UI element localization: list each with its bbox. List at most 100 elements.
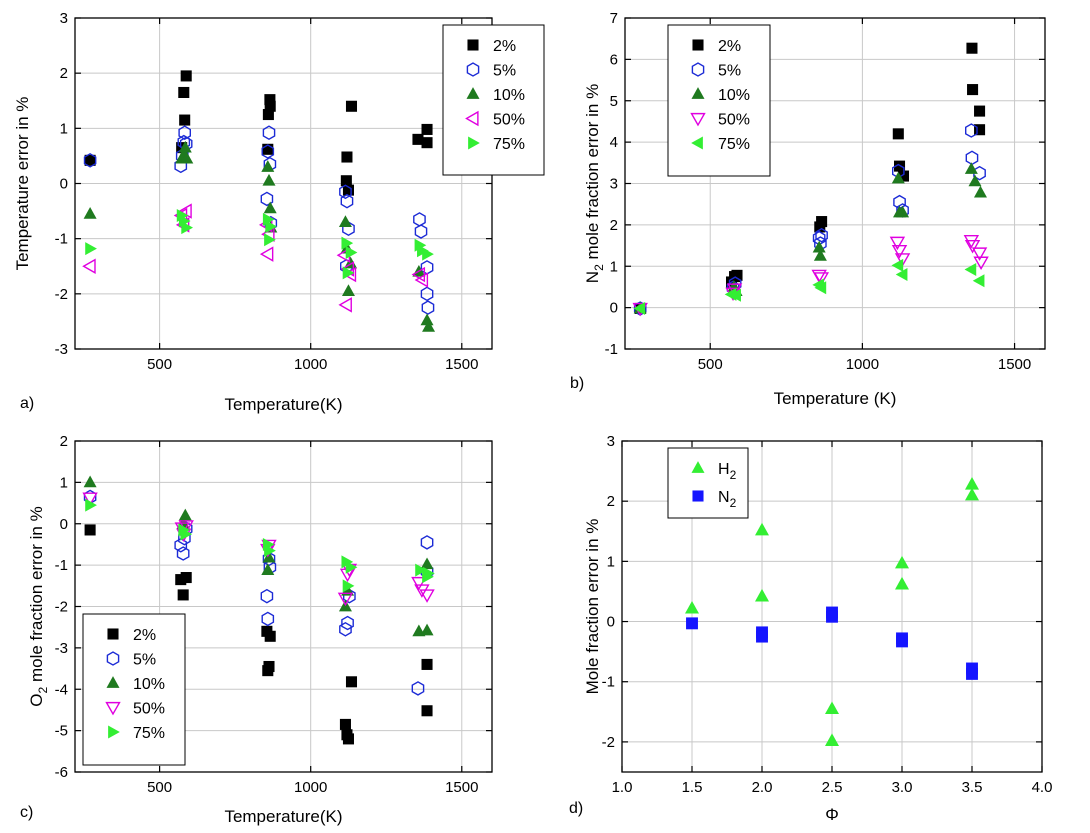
data-point: [894, 253, 911, 267]
data-point: [342, 184, 354, 196]
data-point: [825, 701, 839, 715]
data-point: [83, 152, 97, 168]
data-point: [897, 170, 910, 182]
data-point: [177, 589, 189, 601]
data-point: [337, 592, 354, 607]
data-point: [973, 256, 989, 271]
data-point: [180, 572, 192, 584]
chart-panel-b: 500 1000 1500 -1 0 1 2 3 4 5 6 7 Temperature (K) N2 m…: [570, 10, 1046, 408]
data-point: [338, 297, 352, 313]
data-point: [893, 160, 906, 172]
legend-marker: [466, 62, 480, 77]
data-point: [339, 621, 352, 637]
chart-panel-c: 500 1000 1500 -6 -5 -4 -3 -2 -1 0 1 2 Temperature(K)…: [20, 433, 493, 826]
data-point: [974, 105, 986, 117]
series-0: [84, 524, 433, 745]
y-tick-label: 2: [60, 65, 68, 82]
data-point: [340, 175, 352, 187]
data-point: [895, 576, 909, 590]
x-tick-label: 3.5: [962, 779, 983, 796]
data-point: [967, 84, 979, 96]
data-point: [726, 283, 743, 297]
data-point: [176, 546, 190, 561]
data-point: [342, 579, 355, 593]
y-tick-label: -6: [55, 764, 68, 781]
data-point: [891, 171, 905, 184]
data-point: [262, 550, 276, 563]
data-point: [411, 681, 425, 696]
data-point: [262, 551, 276, 567]
y-tick-label: 0: [60, 516, 68, 533]
data-point: [180, 151, 194, 164]
data-point: [342, 733, 354, 745]
data-point: [825, 733, 839, 746]
data-point: [421, 658, 433, 670]
series-3: [632, 235, 989, 317]
data-point: [968, 174, 982, 187]
legend-marker: [692, 490, 704, 502]
data-point: [420, 260, 434, 275]
data-point: [345, 100, 358, 112]
data-point: [178, 125, 192, 141]
y-tick-label: 3: [60, 10, 68, 27]
legend-marker: [105, 701, 121, 716]
data-point: [178, 86, 190, 98]
data-point: [341, 151, 353, 163]
x-tick-label: 500: [147, 356, 172, 373]
data-point: [340, 193, 354, 209]
legend-label: 2%: [718, 38, 741, 55]
series-4: [85, 208, 434, 280]
y-tick-label: -2: [55, 599, 68, 616]
series-2: [83, 475, 434, 637]
data-point: [813, 272, 830, 286]
y-tick-label: -2: [55, 286, 68, 303]
data-point: [965, 150, 979, 166]
data-point: [420, 286, 434, 302]
data-point: [263, 201, 277, 214]
data-point: [264, 100, 276, 112]
legend-label: 75%: [493, 136, 525, 153]
x-axis-label: Temperature(K): [224, 395, 342, 414]
data-point: [974, 124, 986, 136]
data-point: [755, 522, 769, 536]
y-tick-label: 1: [60, 474, 68, 491]
x-axis-label: Φ: [825, 805, 839, 824]
data-point: [180, 527, 193, 541]
legend-marker: [690, 112, 706, 127]
data-point: [83, 475, 97, 488]
y-tick-label: 0: [60, 176, 68, 193]
data-point: [342, 266, 355, 280]
legend-marker: [465, 110, 479, 127]
data-point: [83, 207, 97, 219]
data-point: [261, 563, 275, 575]
data-point: [178, 508, 192, 521]
data-point: [84, 154, 96, 166]
data-point: [814, 281, 827, 295]
data-point: [755, 588, 769, 602]
x-tick-label: 1500: [445, 356, 478, 373]
data-point: [345, 676, 358, 688]
data-point: [260, 191, 274, 207]
data-point: [411, 576, 427, 591]
data-point: [174, 537, 188, 553]
y-tick-label: 6: [610, 51, 618, 68]
x-tick-label: 1000: [846, 356, 879, 373]
data-point: [413, 212, 426, 227]
chart-panel-a: 500 1000 1500 -3 -2 -1 0 1 2 3 Temperature(K) Tempe…: [13, 10, 545, 414]
data-point: [633, 301, 646, 315]
y-tick-label: -1: [55, 557, 68, 574]
data-point: [341, 284, 355, 296]
legend-label: 10%: [493, 87, 525, 104]
data-point: [973, 185, 987, 198]
data-point: [412, 133, 424, 145]
data-point: [262, 143, 274, 155]
legend-marker: [108, 725, 120, 739]
series-3: [82, 203, 429, 313]
x-tick-label: 1.0: [612, 779, 633, 796]
series-2: [83, 140, 436, 332]
data-point: [420, 535, 434, 550]
data-point: [85, 498, 97, 512]
y-axis-label: Temperature error in %: [13, 97, 32, 271]
